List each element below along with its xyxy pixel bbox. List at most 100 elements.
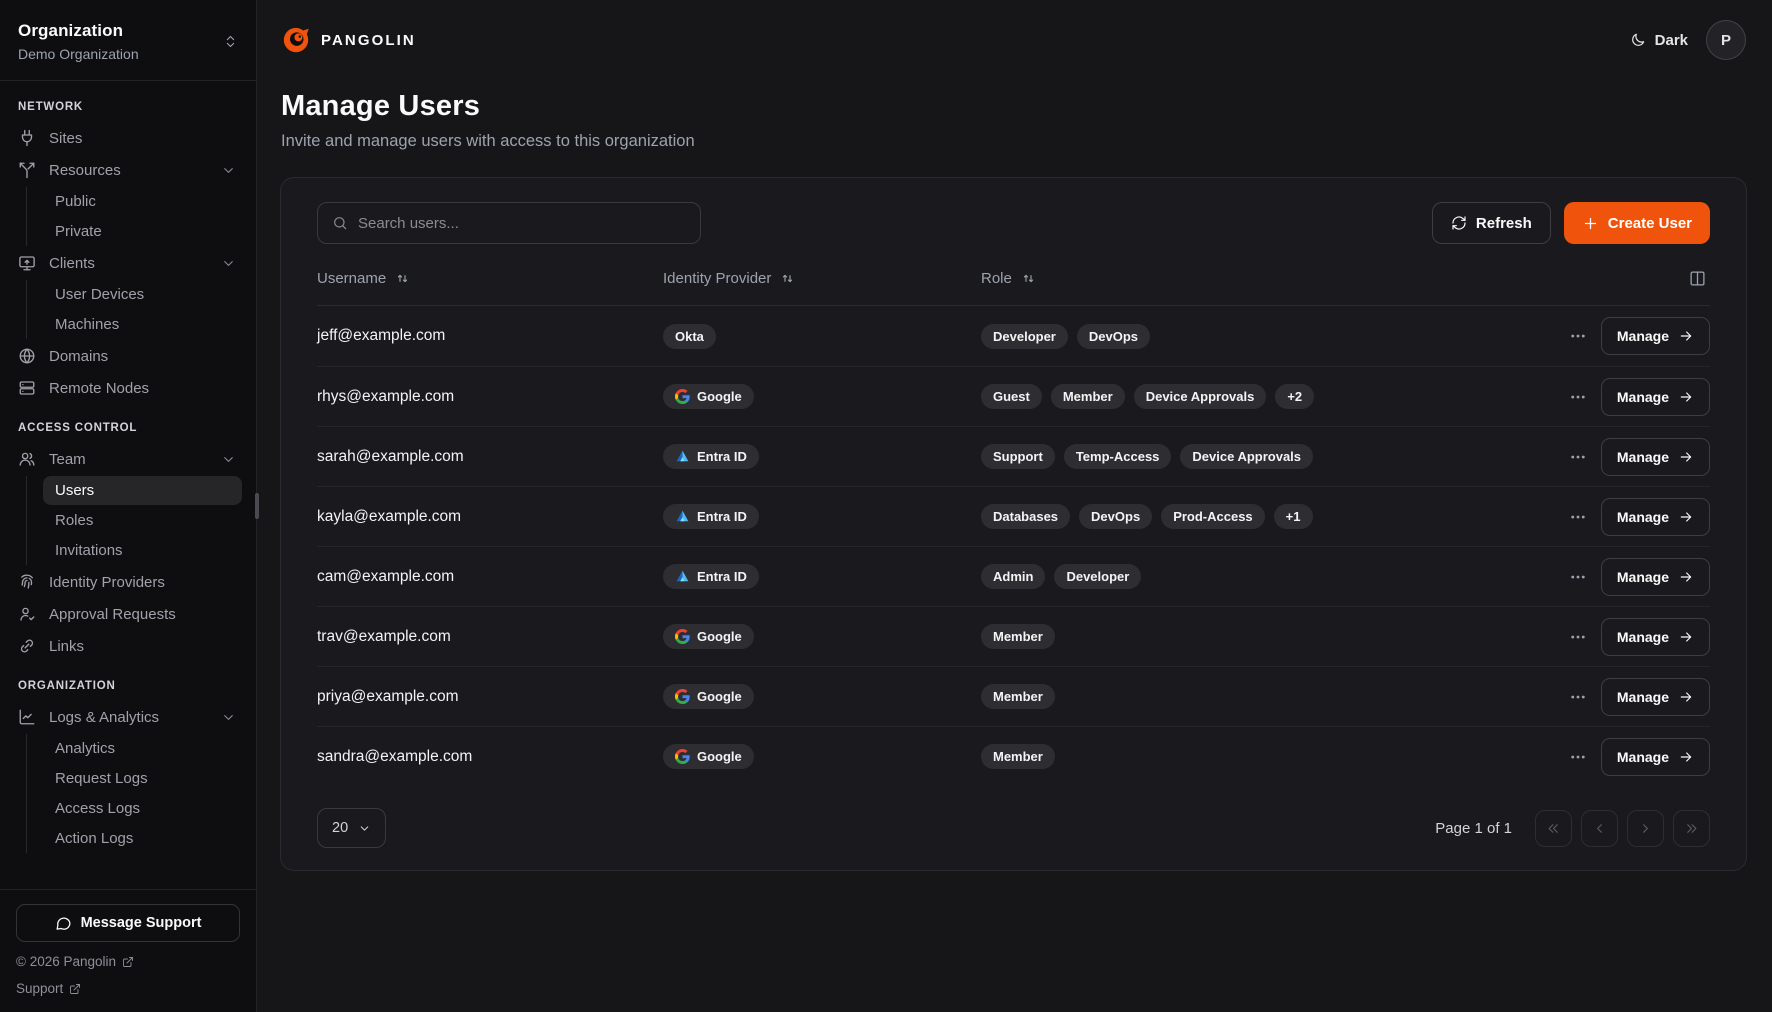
sidebar-item-users[interactable]: Users (43, 476, 242, 505)
message-circle-icon (55, 915, 72, 932)
avatar[interactable]: P (1706, 20, 1746, 60)
arrow-right-icon (1678, 749, 1694, 765)
provider-badge: Google (663, 624, 754, 649)
topbar-right: Dark P (1630, 20, 1746, 60)
sidebar-item-user-devices[interactable]: User Devices (55, 286, 145, 303)
manage-button[interactable]: Manage (1600, 677, 1710, 716)
ellipsis-icon (1569, 568, 1587, 586)
sort-icon (395, 271, 410, 286)
nav-section-label: ORGANIZATION (18, 680, 116, 692)
manage-button[interactable]: Manage (1600, 737, 1710, 776)
sidebar-item-resources[interactable]: Resources (16, 154, 242, 186)
sort-icon (1021, 271, 1036, 286)
refresh-button[interactable]: Refresh (1431, 202, 1551, 244)
support-link[interactable]: Support (16, 981, 240, 996)
role-overflow-badge: +2 (1275, 384, 1315, 409)
manage-button[interactable]: Manage (1600, 617, 1710, 656)
roles-cell: Member (981, 744, 1538, 769)
brand[interactable]: PANGOLIN (281, 25, 416, 55)
manage-button[interactable]: Manage (1600, 437, 1710, 476)
search-input[interactable] (358, 214, 686, 232)
row-actions: Manage (1538, 737, 1710, 776)
previous-page-button[interactable] (1581, 809, 1618, 847)
role-badge: Developer (981, 323, 1068, 349)
column-label: Identity Provider (663, 270, 772, 287)
manage-button[interactable]: Manage (1600, 497, 1710, 536)
row-menu-button[interactable] (1565, 744, 1591, 770)
sidebar-resize-handle[interactable] (255, 493, 259, 519)
row-menu-button[interactable] (1565, 504, 1591, 530)
google-logo-icon (675, 389, 690, 404)
entra-logo-icon (675, 569, 690, 584)
column-header-identity-provider[interactable]: Identity Provider (663, 270, 981, 287)
role-badge: Temp-Access (1063, 444, 1172, 469)
provider-cell: Okta (663, 323, 981, 349)
theme-label: Dark (1654, 31, 1688, 49)
table-row: sarah@example.com Entra ID Support Temp-A… (317, 426, 1710, 486)
row-menu-button[interactable] (1565, 684, 1591, 710)
row-menu-button[interactable] (1565, 323, 1591, 349)
first-page-button[interactable] (1535, 809, 1572, 847)
sidebar-item-sites[interactable]: Sites (16, 122, 242, 154)
sort-icon (780, 271, 795, 286)
manage-button[interactable]: Manage (1600, 317, 1710, 355)
sub-nav: Public Private (26, 187, 242, 246)
row-actions: Manage (1538, 437, 1710, 476)
copyright-link[interactable]: © 2026 Pangolin (16, 954, 240, 969)
row-menu-button[interactable] (1565, 564, 1591, 590)
row-menu-button[interactable] (1565, 384, 1591, 410)
page-size-select[interactable]: 20 (317, 808, 387, 848)
theme-toggle-button[interactable]: Dark (1630, 32, 1688, 49)
message-support-label: Message Support (80, 915, 202, 931)
sidebar-item-access-logs[interactable]: Access Logs (55, 800, 141, 817)
org-switcher-text: Organization Demo Organization (18, 21, 139, 62)
last-page-button[interactable] (1673, 809, 1710, 847)
row-actions: Manage (1538, 317, 1710, 355)
sub-nav: Users Roles Invitations (26, 476, 242, 565)
create-user-button[interactable]: Create User (1563, 202, 1710, 244)
roles-cell: Databases DevOps Prod-Access +1 (981, 504, 1538, 529)
toolbar-actions: Refresh Create User (1431, 202, 1710, 244)
sidebar-item-remote-nodes[interactable]: Remote Nodes (16, 372, 242, 404)
next-page-button[interactable] (1627, 809, 1664, 847)
provider-cell: Entra ID (663, 564, 981, 589)
sidebar-item-domains[interactable]: Domains (16, 340, 242, 372)
arrow-right-icon (1678, 449, 1694, 465)
sidebar-item-roles[interactable]: Roles (55, 512, 94, 529)
page-subtitle: Invite and manage users with access to t… (281, 132, 695, 150)
google-logo-icon (675, 689, 690, 704)
columns-view-button[interactable] (1685, 266, 1710, 291)
page-title: Manage Users (281, 90, 481, 122)
sidebar-item-request-logs[interactable]: Request Logs (55, 770, 148, 787)
sidebar-item-approval-requests[interactable]: Approval Requests (16, 598, 242, 630)
column-header-username[interactable]: Username (317, 270, 663, 287)
row-menu-button[interactable] (1565, 624, 1591, 650)
sidebar-item-logs-analytics[interactable]: Logs & Analytics (16, 701, 242, 733)
sidebar-item-invitations[interactable]: Invitations (55, 542, 123, 559)
sidebar-item-identity-providers[interactable]: Identity Providers (16, 566, 242, 598)
sidebar-item-team[interactable]: Team (16, 443, 242, 475)
provider-cell: Google (663, 744, 981, 769)
sidebar-item-machines[interactable]: Machines (55, 316, 120, 333)
org-switcher[interactable]: Organization Demo Organization (0, 0, 256, 81)
sidebar-item-links[interactable]: Links (16, 630, 242, 662)
provider-cell: Entra ID (663, 444, 981, 469)
sidebar-item-action-logs[interactable]: Action Logs (55, 830, 134, 847)
manage-button[interactable]: Manage (1600, 557, 1710, 596)
manage-button[interactable]: Manage (1600, 377, 1710, 416)
manage-label: Manage (1616, 748, 1669, 765)
page-size-value: 20 (332, 820, 349, 836)
sidebar-item-analytics[interactable]: Analytics (55, 740, 116, 757)
sidebar-item-clients[interactable]: Clients (16, 247, 242, 279)
column-header-role[interactable]: Role (981, 270, 1538, 287)
sidebar-item-public[interactable]: Public (55, 193, 96, 210)
role-badge: Guest (981, 384, 1042, 409)
manage-label: Manage (1616, 448, 1669, 465)
message-support-button[interactable]: Message Support (16, 904, 240, 942)
columns-icon (1689, 270, 1706, 287)
page-status: Page 1 of 1 (1435, 819, 1512, 837)
row-menu-button[interactable] (1565, 444, 1591, 470)
user-check-icon (18, 605, 36, 623)
sidebar-item-private[interactable]: Private (55, 223, 102, 240)
external-link-icon (122, 956, 134, 968)
